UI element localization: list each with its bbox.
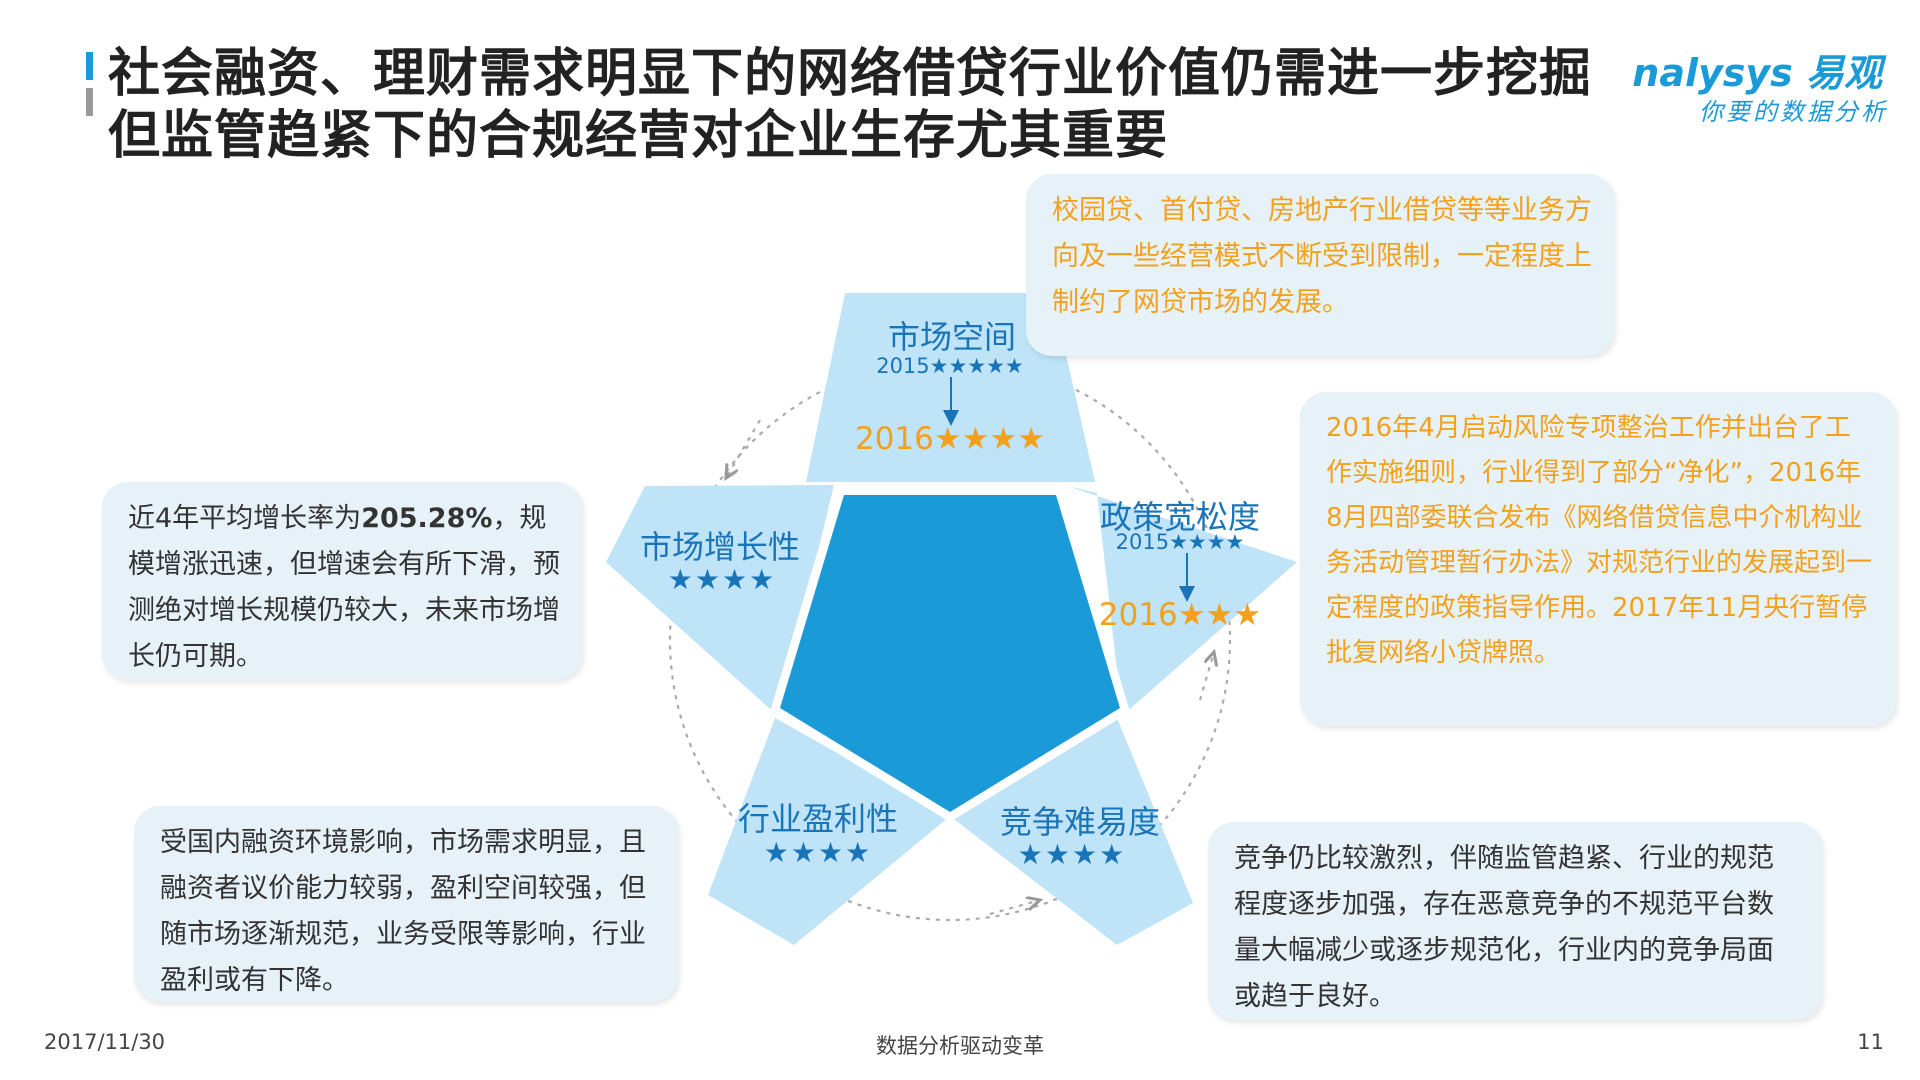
callout-market-space-text: 校园贷、首付贷、房地产行业借贷等等业务方向及一些经营模式不断受到限制，一定程度上… xyxy=(1052,195,1592,318)
label-competition-stars: ★★★★ xyxy=(1017,838,1127,871)
label-policy-2015: 2015★★★★ xyxy=(1115,530,1245,554)
footer-slogan: 数据分析驱动变革 xyxy=(876,1034,1044,1058)
callout-profit: 受国内融资环境影响，市场需求明显，且融资者议价能力较弱，盈利空间较强，但随市场逐… xyxy=(134,806,678,1002)
title-bar-gray xyxy=(86,88,93,116)
star-core xyxy=(780,495,1120,812)
label-market-space-2016: 2016★★★★ xyxy=(854,421,1046,457)
label-profit: 行业盈利性 xyxy=(737,800,899,838)
star-point-profit xyxy=(708,718,950,945)
title-bar-blue xyxy=(86,52,93,80)
cycle-arrow-top-left xyxy=(726,419,761,478)
label-market-space: 市场空间 xyxy=(887,318,1017,356)
star-point-growth xyxy=(606,485,834,716)
growth-rate-highlight: 205.28% xyxy=(361,503,493,534)
callout-competition-text: 竞争仍比较激烈，伴随监管趋紧、行业的规范程度逐步加强，存在恶意竞争的不规范平台数… xyxy=(1234,843,1774,1012)
label-market-space-2015: 2015★★★★★ xyxy=(876,354,1024,378)
footer-date: 2017/11/30 xyxy=(44,1030,166,1054)
cycle-circle xyxy=(668,358,1232,922)
page-title-line-2: 但监管趋紧下的合规经营对企业生存尤其重要 xyxy=(108,106,1169,166)
label-growth: 市场增长性 xyxy=(639,528,801,566)
page-title-line-1: 社会融资、理财需求明显下的网络借贷行业价值仍需进一步挖掘 xyxy=(108,44,1593,104)
analysys-logo: nalysys 易观 你要的数据分析 xyxy=(1632,42,1908,132)
cycle-arrow-bottom xyxy=(989,900,1040,916)
label-competition: 竞争难易度 xyxy=(999,803,1161,841)
label-policy: 政策宽松度 xyxy=(1099,498,1261,536)
star-point-competition xyxy=(950,718,1193,945)
label-growth-stars: ★★★★ xyxy=(667,563,777,596)
page-number: 11 xyxy=(1857,1030,1884,1054)
callout-competition: 竞争仍比较激烈，伴随监管趋紧、行业的规范程度逐步加强，存在恶意竞争的不规范平台数… xyxy=(1208,822,1822,1020)
label-profit-stars: ★★★★ xyxy=(763,836,873,869)
growth-suffix: ，规模增涨迅速，但增速会有所下滑，预测绝对增长规模仍较大，未来市场增长仍可期。 xyxy=(128,503,560,672)
label-policy-2016: 2016★★★ xyxy=(1098,597,1262,633)
logo-tagline: 你要的数据分析 xyxy=(1699,98,1888,126)
callout-growth: 近4年平均增长率为205.28%，规模增涨迅速，但增速会有所下滑，预测绝对增长规… xyxy=(102,482,582,680)
callout-profit-text: 受国内融资环境影响，市场需求明显，且融资者议价能力较弱，盈利空间较强，但随市场逐… xyxy=(160,827,646,996)
callout-growth-text: 近4年平均增长率为205.28%，规模增涨迅速，但增速会有所下滑，预测绝对增长规… xyxy=(128,496,560,680)
callout-policy-text: 2016年4月启动风险专项整治工作并出台了工作实施细则，行业得到了部分“净化”，… xyxy=(1326,413,1873,668)
logo-main-text: nalysys 易观 xyxy=(1632,51,1882,95)
cycle-arrow-right xyxy=(1198,652,1214,701)
growth-prefix: 近4年平均增长率为 xyxy=(128,503,362,534)
callout-policy: 2016年4月启动风险专项整治工作并出台了工作实施细则，行业得到了部分“净化”，… xyxy=(1300,392,1896,726)
callout-market-space: 校园贷、首付贷、房地产行业借贷等等业务方向及一些经营模式不断受到限制，一定程度上… xyxy=(1026,174,1614,356)
